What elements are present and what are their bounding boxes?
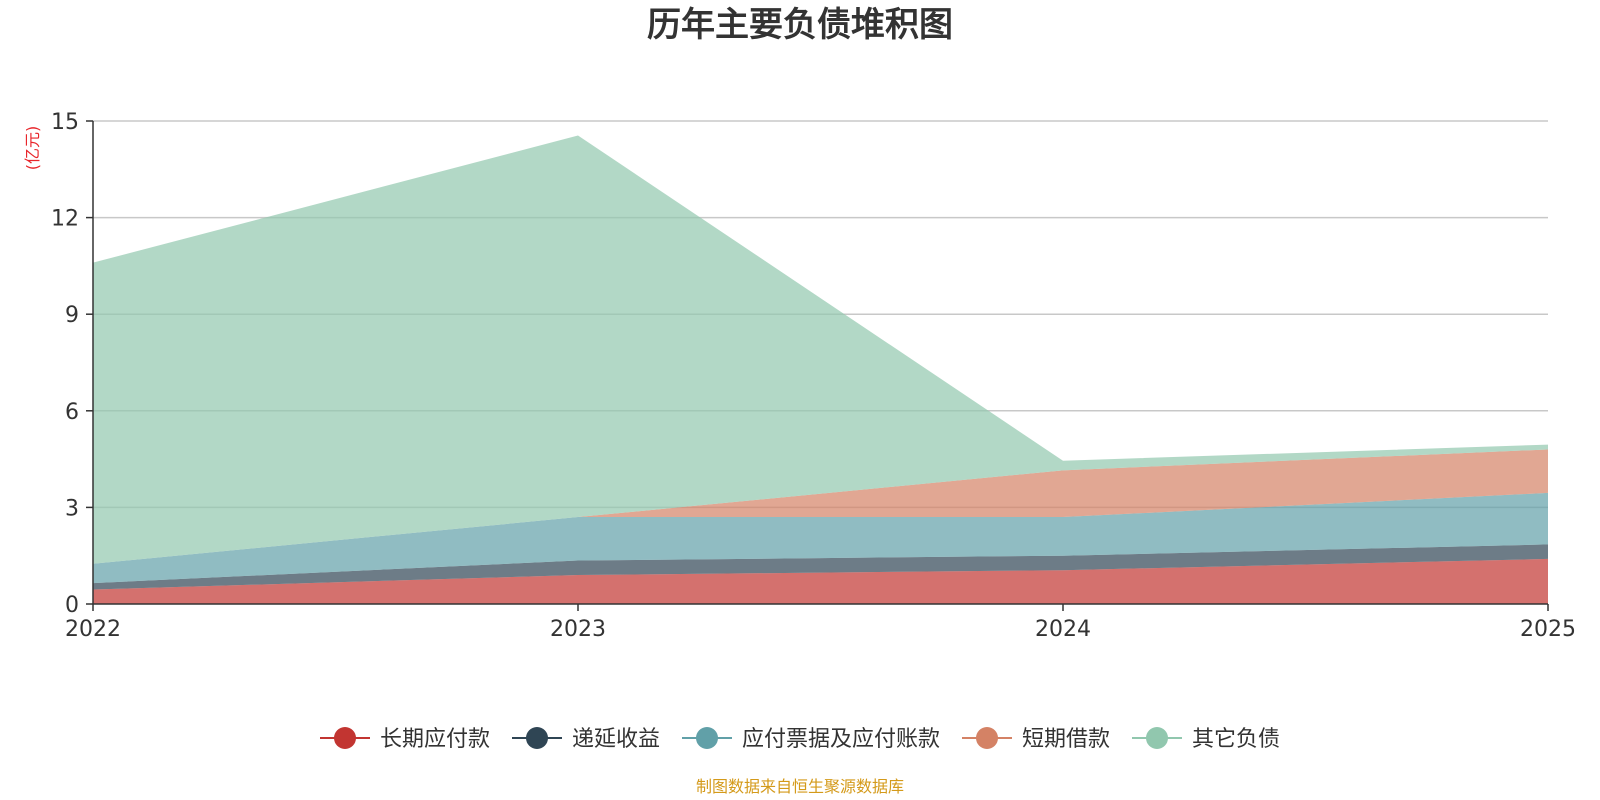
legend-label: 应付票据及应付账款 (742, 727, 940, 752)
legend-marker-icon (526, 727, 548, 749)
area-series-4[interactable] (93, 449, 1548, 564)
area-series-1[interactable] (93, 558, 1548, 604)
y-tick-label-15: 15 (51, 110, 79, 135)
x-tick-label-2025: 2025 (1520, 617, 1576, 642)
y-tick-label-9: 9 (65, 303, 79, 328)
x-tick-label-2024: 2024 (1035, 617, 1091, 642)
area-series-3[interactable] (93, 492, 1548, 584)
area-series-5[interactable] (93, 135, 1548, 564)
legend-item-5[interactable]: 其它负债 (1132, 727, 1280, 752)
legend-marker-icon (976, 727, 998, 749)
legend-marker-icon (1146, 727, 1168, 749)
x-tick-label-2023: 2023 (550, 617, 606, 642)
legend-item-1[interactable]: 长期应付款 (320, 727, 490, 752)
legend-label: 其它负债 (1192, 727, 1280, 752)
x-tick-label-2022: 2022 (65, 617, 121, 642)
legend-label: 递延收益 (572, 727, 660, 752)
y-tick-label-12: 12 (51, 207, 79, 232)
legend-label: 长期应付款 (380, 727, 490, 752)
legend-item-3[interactable]: 应付票据及应付账款 (682, 727, 940, 752)
y-tick-label-0: 0 (65, 593, 79, 618)
legend: 长期应付款 递延收益 应付票据及应付账款 短期借款 其它负债 (320, 727, 1280, 752)
legend-item-2[interactable]: 递延收益 (512, 727, 660, 752)
y-tick-label-3: 3 (65, 496, 79, 521)
y-axis-unit-label: (亿元) (23, 126, 42, 171)
area-series-layer (93, 135, 1548, 604)
source-note: 制图数据来自恒生聚源数据库 (696, 777, 904, 796)
axes: 0 3 6 9 12 15 2022 2023 2024 2025 (51, 110, 1576, 642)
y-tick-label-6: 6 (65, 400, 79, 425)
chart-title: 历年主要负债堆积图 (647, 5, 953, 45)
legend-label: 短期借款 (1022, 727, 1110, 752)
area-series-2[interactable] (93, 544, 1548, 590)
legend-item-4[interactable]: 短期借款 (962, 727, 1110, 752)
legend-marker-icon (334, 727, 356, 749)
legend-marker-icon (696, 727, 718, 749)
